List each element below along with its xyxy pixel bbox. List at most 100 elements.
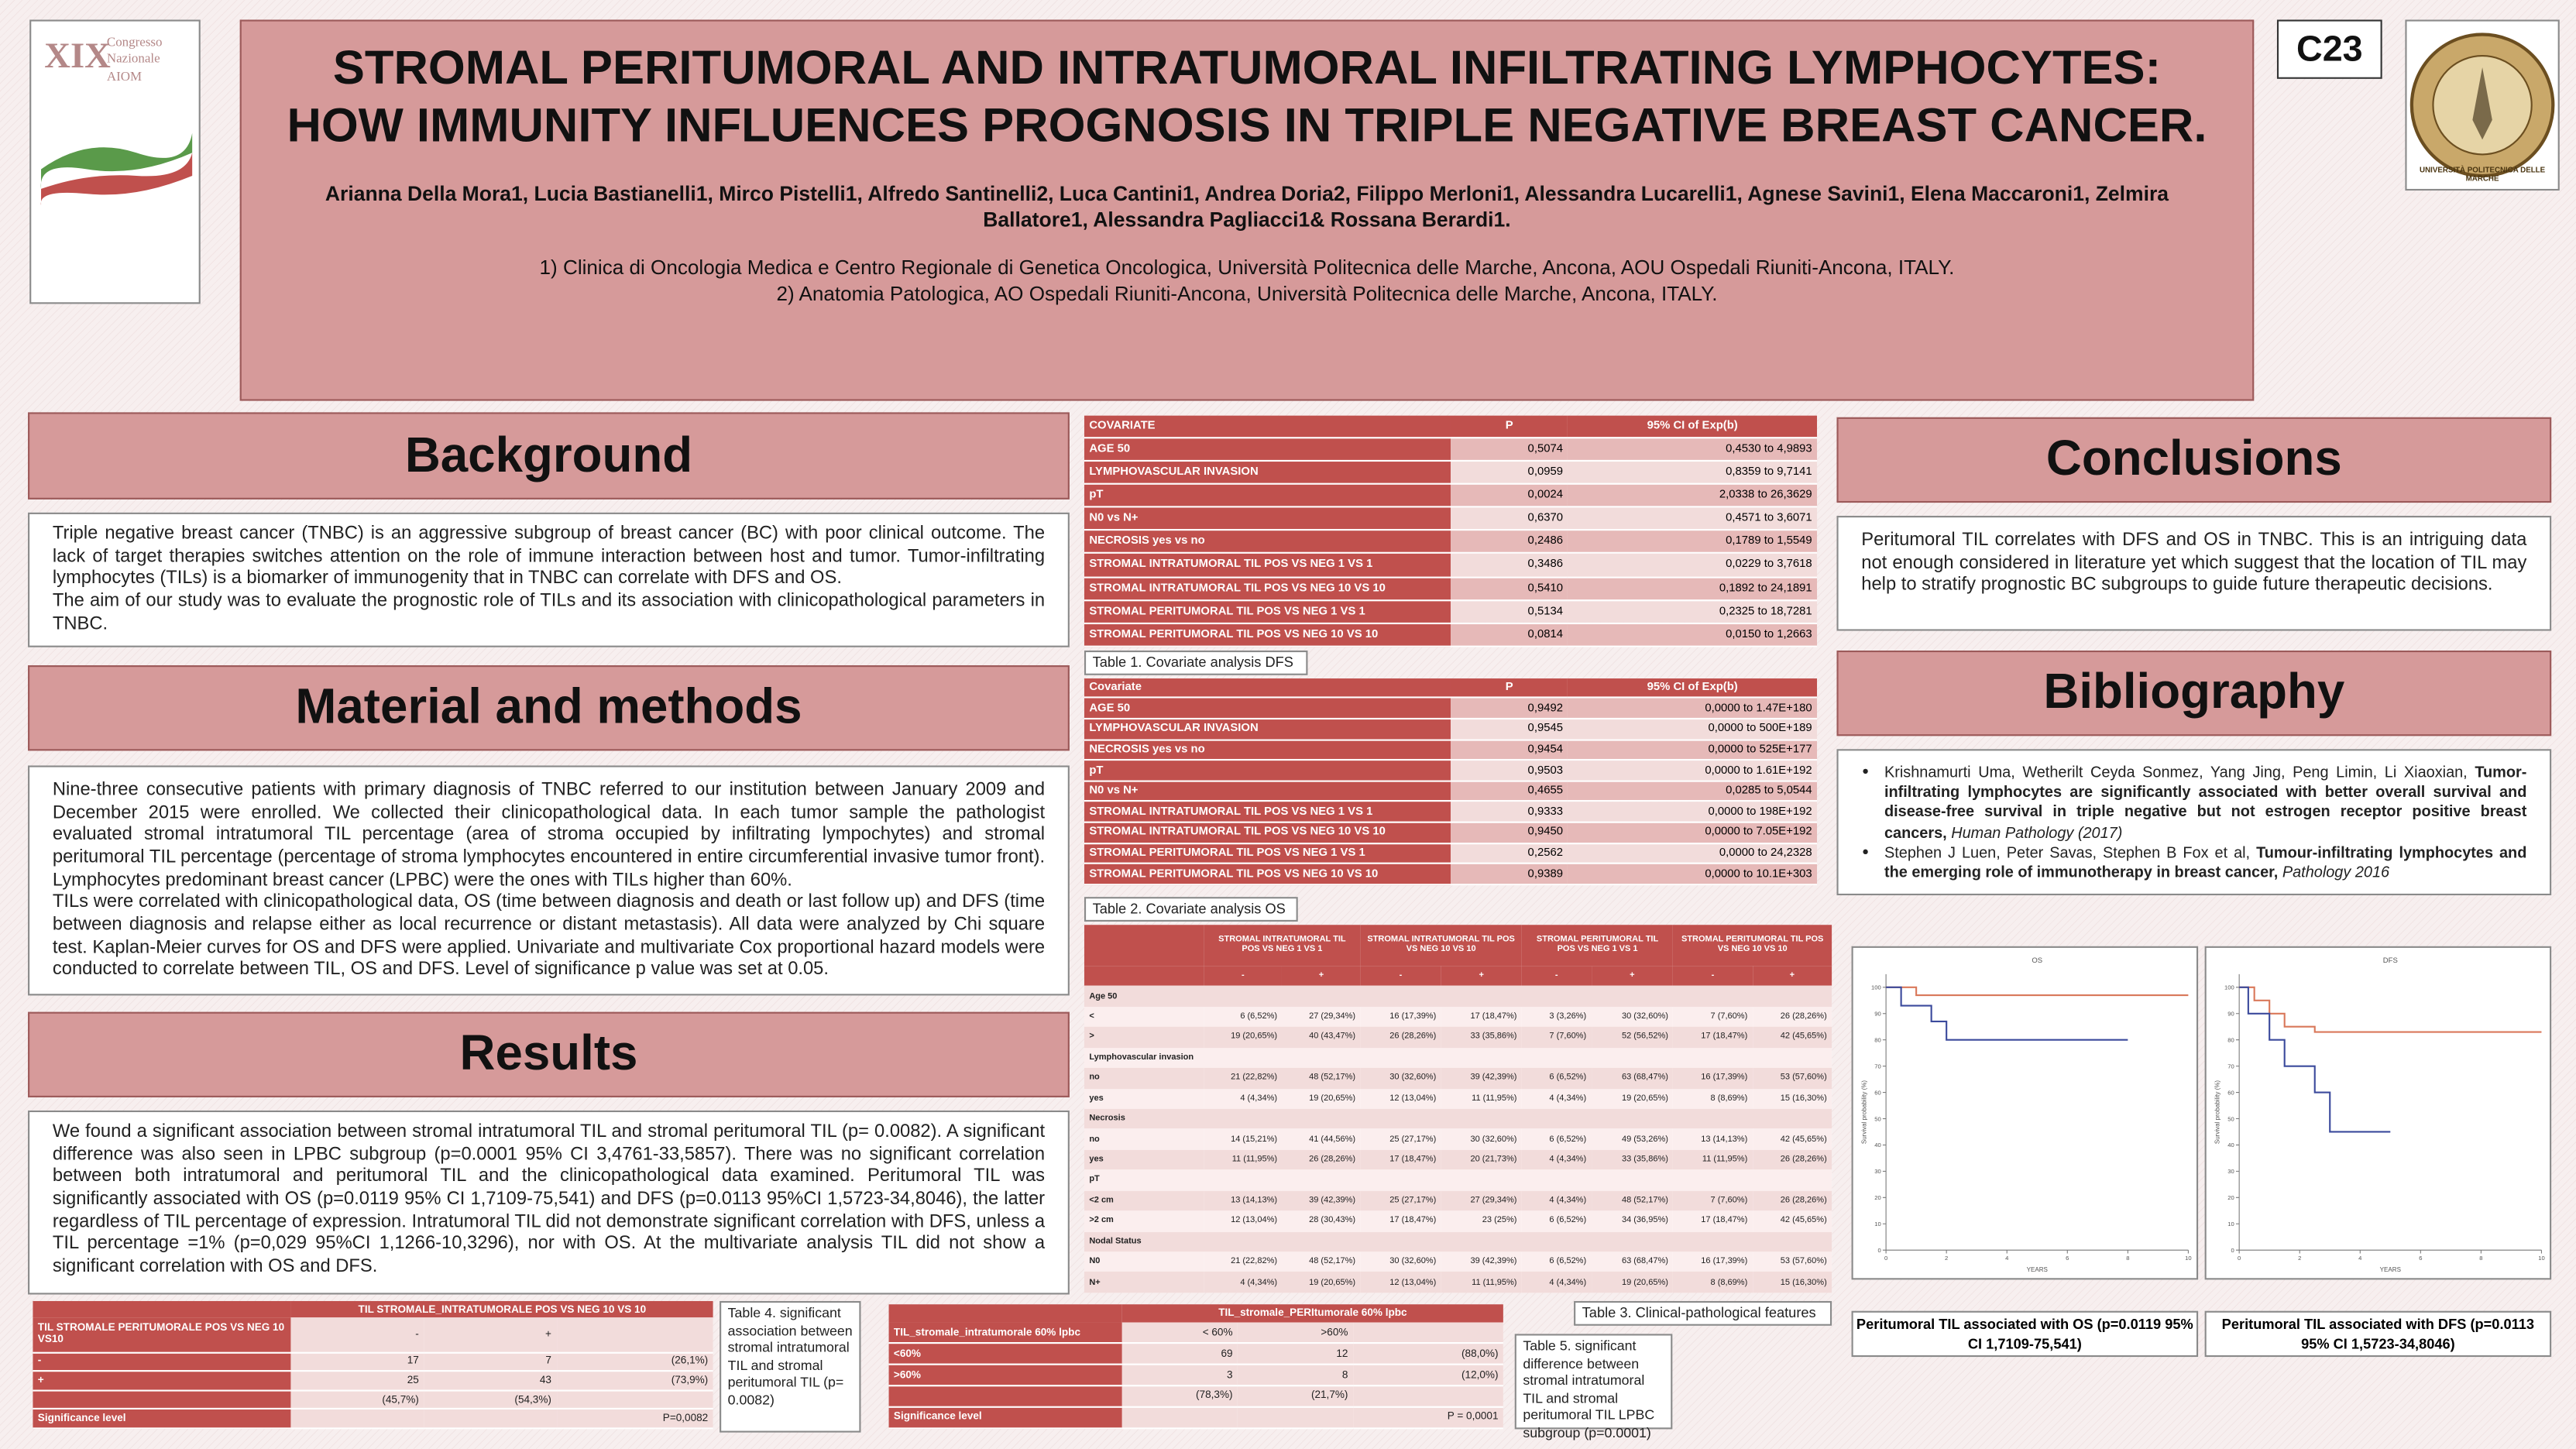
table-cell: 41 (44,56%) — [1282, 1129, 1361, 1150]
y-tick-label: 70 — [1874, 1063, 1880, 1070]
table-row: <60% 69 12 (88,0%) — [888, 1343, 1503, 1365]
table-cell: STROMAL PERITUMORAL TIL POS VS NEG 1 VS … — [1521, 925, 1674, 966]
table-cell: (78,3%) — [1121, 1385, 1238, 1408]
table-cell: 4 (4,34%) — [1521, 1272, 1592, 1293]
table-cell: STROMAL INTRATUMORAL TIL POS VS NEG 10 V… — [1084, 576, 1451, 601]
table-cell: N0 vs N+ — [1084, 781, 1451, 803]
km-chart: DFS 0 10 20 30 40 50 60 70 80 90 100 0 2 4 6 8 10 YEARS Sur… — [2214, 956, 2545, 1273]
table-row: STROMAL PERITUMORAL TIL POS VS NEG 10 VS… — [1084, 623, 1818, 647]
table-cell: + — [33, 1371, 292, 1392]
table-cell: N0 vs N+ — [1084, 506, 1451, 531]
table-row: Age 50 — [1084, 986, 1832, 1007]
table-cell: 7 (7,60%) — [1673, 1190, 1753, 1211]
table-row: (45,7%) (54,3%) — [33, 1390, 713, 1410]
y-axis-label: Survival probability (%) — [2214, 1080, 2221, 1145]
table-cell: no — [1084, 1129, 1204, 1150]
table-cell: 42 (45,65%) — [1752, 1129, 1832, 1150]
table-cell: 27 (29,34%) — [1282, 1006, 1361, 1028]
table-caption: Table 2. Covariate analysis OS — [1084, 897, 1298, 922]
table-cell: 28 (30,43%) — [1282, 1210, 1361, 1231]
table-row: AGE 50 0,9492 0,0000 to 1.47E+180 — [1084, 698, 1818, 719]
table-cell: + — [424, 1317, 557, 1354]
table-cell: 26 (28,26%) — [1360, 1027, 1441, 1048]
y-tick-label: 30 — [1874, 1168, 1880, 1175]
table-cell: 25 — [291, 1371, 424, 1392]
table-cell: - — [291, 1317, 424, 1354]
section-heading: Results — [28, 1011, 1070, 1097]
table-cell: STROMAL INTRATUMORAL TIL POS VS NEG 1 VS… — [1204, 925, 1361, 966]
reference-source: Human Pathology (2017) — [1946, 822, 2123, 841]
table-2: Covariate P 95% CI of Exp(b) AGE 50 0,9492 0,… — [1084, 678, 1818, 886]
table-cell: STROMAL INTRATUMORAL TIL POS VS NEG 10 V… — [1084, 822, 1451, 844]
table-row: N0 vs N+ 0,6370 0,4571 to 3,6071 — [1084, 506, 1818, 531]
table-row: Significance level P = 0,0001 — [888, 1406, 1503, 1430]
table-cell: P — [1450, 415, 1568, 438]
table-cell: NECROSIS yes vs no — [1084, 739, 1451, 761]
km-plot: DFS 0 10 20 30 40 50 60 70 80 90 100 0 2 4 6 8 10 YEARS Sur… — [2204, 946, 2552, 1280]
y-tick-label: 90 — [1874, 1011, 1880, 1018]
data-table: TIL STROMALE_INTRATUMORALE POS VS NEG 10… — [33, 1300, 713, 1430]
table-cell: 69 — [1121, 1343, 1238, 1365]
y-tick-label: 60 — [1874, 1089, 1880, 1096]
table-cell: 42 (45,65%) — [1752, 1210, 1832, 1231]
table-cell: 26 (28,26%) — [1282, 1149, 1361, 1170]
table-row: yes 11 (11,95%) 26 (28,26%) 17 (18,47%) 20 (… — [1084, 1149, 1832, 1170]
reference: Stephen J Luen, Peter Savas, Stephen B F… — [1884, 843, 2526, 883]
table-row: pT 0,9503 0,0000 to 1.61E+192 — [1084, 760, 1818, 782]
results-text: We found a significant association betwe… — [28, 1110, 1070, 1295]
table-cell: 25 (27,17%) — [1360, 1129, 1441, 1150]
table-cell: 23 (25%) — [1441, 1210, 1522, 1231]
section-heading: Conclusions — [1836, 417, 2552, 503]
table-cell: 0,0814 — [1450, 623, 1568, 647]
table-cell — [424, 1409, 557, 1430]
table-cell — [1352, 1323, 1503, 1344]
table-cell — [888, 1385, 1122, 1408]
table-cell: - — [1521, 965, 1592, 987]
table-cell: 0,9450 — [1450, 822, 1568, 844]
table-row: NECROSIS yes vs no 0,2486 0,1789 to 1,5549 — [1084, 530, 1818, 555]
table-cell: 19 (20,65%) — [1282, 1272, 1361, 1293]
table-cell: 11 (11,95%) — [1441, 1088, 1522, 1109]
table-cell: Significance level — [888, 1406, 1122, 1430]
table-cell: 19 (20,65%) — [1282, 1088, 1361, 1109]
km-plot: OS 0 10 20 30 40 50 60 70 80 90 100 0 2 4 6 8 10 YEARS Surv… — [1851, 946, 2199, 1280]
table-row: N+ 4 (4,34%) 19 (20,65%) 12 (13,04%) 11 (11,… — [1084, 1272, 1832, 1293]
table-row: STROMAL INTRATUMORAL TIL POS VS NEG 1 VS… — [1084, 802, 1818, 823]
table-row: STROMAL PERITUMORAL TIL POS VS NEG 1 VS … — [1084, 843, 1818, 865]
table-cell: 63 (68,47%) — [1591, 1067, 1674, 1089]
table-cell: 12 (13,04%) — [1204, 1210, 1283, 1231]
chart-title: OS — [2032, 956, 2042, 965]
table-cell: 49 (53,26%) — [1591, 1129, 1674, 1150]
table-cell: 0,0959 — [1450, 460, 1568, 485]
table-cell: (21,7%) — [1237, 1385, 1353, 1408]
logo-text: Congresso Nazionale AIOM — [106, 34, 163, 84]
table-row: LYMPHOVASCULAR INVASION 0,9545 0,0000 to 5… — [1084, 718, 1818, 740]
y-tick-label: 0 — [2231, 1247, 2234, 1254]
y-tick-label: 80 — [1874, 1036, 1880, 1043]
data-table: TIL_stromale_PERItumorale 60% lpbc TIL_st… — [888, 1304, 1503, 1430]
paragraph: The aim of our study was to evaluate the… — [52, 591, 1046, 634]
affiliation: 2) Anatomia Patologica, AO Ospedali Riun… — [776, 283, 1718, 307]
table-cell: 6 (6,52%) — [1521, 1067, 1592, 1089]
table-cell: pT — [1084, 1169, 1832, 1191]
table-cell: STROMAL PERITUMORAL TIL POS VS NEG 10 VS… — [1084, 623, 1451, 647]
table-cell: pT — [1084, 760, 1451, 782]
table-row: Significance level P=0,0082 — [33, 1409, 713, 1430]
table-row: Lymphovascular invasion — [1084, 1047, 1832, 1068]
table-cell: + — [1282, 965, 1361, 987]
table-cell: 0,0150 to 1,2663 — [1568, 623, 1818, 647]
table-row: STROMAL INTRATUMORAL TIL POS VS NEG 10 V… — [1084, 822, 1818, 844]
table-cell: 0,4530 to 4,9893 — [1568, 437, 1818, 462]
table-caption: Table 5. significant difference between … — [1514, 1334, 1673, 1440]
table-5: TIL_stromale_PERItumorale 60% lpbc TIL_st… — [888, 1304, 1503, 1430]
table-cell: TIL_stromale_PERItumorale 60% lpbc — [1121, 1304, 1503, 1324]
y-tick-label: 70 — [2227, 1063, 2234, 1070]
y-tick-label: 60 — [2227, 1089, 2234, 1096]
table-row: N0 vs N+ 0,4655 0,0285 to 5,0544 — [1084, 781, 1818, 803]
table-cell — [33, 1300, 292, 1318]
survival-curve — [1886, 986, 2128, 1041]
table-cell: 40 (43,47%) — [1282, 1027, 1361, 1048]
paragraph: TILs were correlated with clinicopatholo… — [52, 892, 1046, 980]
poster-title: STROMAL PERITUMORAL AND INTRATUMORAL INF… — [287, 43, 2207, 154]
